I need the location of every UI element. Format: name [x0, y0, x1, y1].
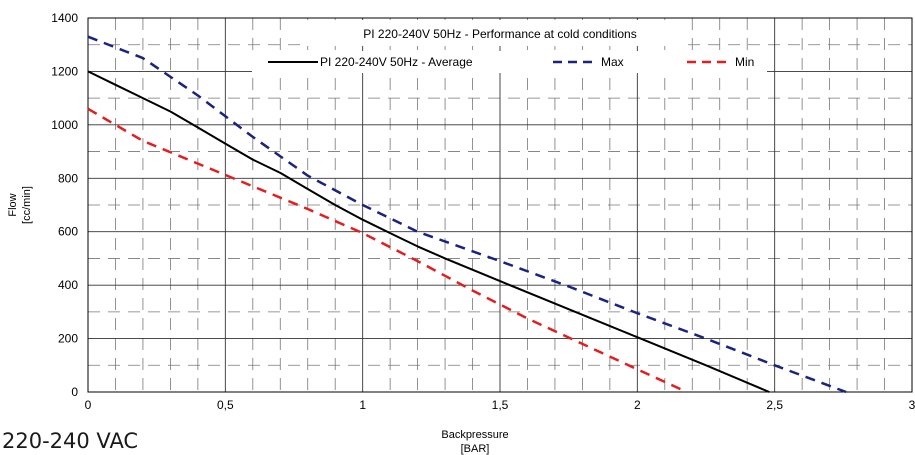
y-tick-label: 1400 — [51, 11, 78, 25]
x-axis-title-line2: [BAR] — [461, 443, 490, 455]
x-tick-label: 0 — [85, 398, 92, 412]
chart-title: PI 220-240V 50Hz - Performance at cold c… — [363, 27, 636, 41]
x-tick-label: 0,5 — [217, 398, 234, 412]
voltage-caption: 220-240 VAC — [2, 429, 139, 453]
series-line-min — [87, 107, 688, 394]
y-axis-title-line2: [cc/min] — [21, 186, 33, 224]
y-tick-label: 200 — [58, 332, 78, 346]
plot-frame — [87, 17, 913, 393]
legend-label-max: Max — [601, 55, 624, 69]
y-tick-label: 0 — [71, 385, 78, 399]
legend-label-average: PI 220-240V 50Hz - Average — [320, 55, 473, 69]
legend-label-min: Min — [735, 55, 754, 69]
title-box-background — [300, 20, 680, 46]
y-tick-label: 1000 — [51, 118, 78, 132]
x-tick-labels: 0 0,5 1 1,5 2 2,5 3 — [85, 398, 915, 412]
y-tick-label: 400 — [58, 278, 78, 292]
series-line-max — [87, 35, 847, 394]
x-tick-label: 1 — [359, 398, 366, 412]
y-tick-label: 600 — [58, 225, 78, 239]
series-line-average — [87, 70, 770, 393]
y-axis-title-line1: Flow — [7, 193, 19, 216]
x-tick-label: 2 — [634, 398, 641, 412]
series-layer — [87, 35, 847, 394]
legend: PI 220-240V 50Hz - Average Max Min — [268, 55, 754, 69]
y-tick-labels: 0 200 400 600 800 1000 1200 1400 — [51, 11, 78, 399]
legend-background — [252, 51, 767, 73]
x-axis-title-line1: Backpressure — [441, 429, 508, 441]
y-tick-label: 1200 — [51, 64, 78, 78]
x-tick-label: 2,5 — [766, 398, 783, 412]
x-tick-label: 3 — [909, 398, 915, 412]
x-tick-label: 1,5 — [492, 398, 509, 412]
y-tick-label: 800 — [58, 171, 78, 185]
